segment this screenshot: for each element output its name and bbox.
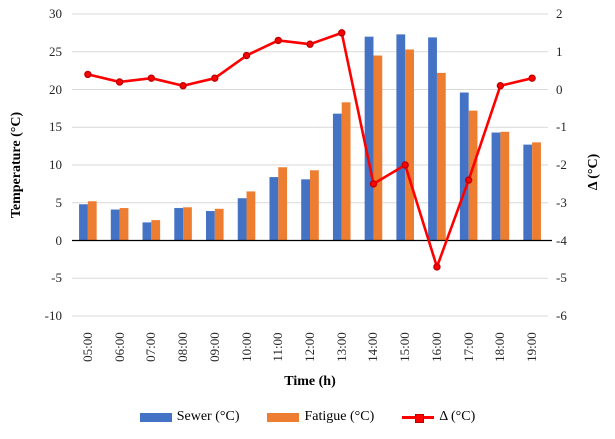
- delta-point: [274, 36, 282, 45]
- x-axis-tick: 17:00: [460, 332, 476, 362]
- right-axis-tick: 1: [556, 43, 563, 59]
- bar-fatigue: [373, 55, 383, 241]
- legend-item-delta: Δ (°C): [402, 409, 475, 425]
- legend-label-sewer: Sewer (°C): [176, 409, 240, 424]
- delta-marker-sample: [415, 413, 425, 423]
- bar-sewer: [459, 92, 469, 241]
- right-axis-tick: 2: [556, 6, 563, 21]
- delta-point: [115, 78, 124, 86]
- right-axis-tick: -5: [556, 270, 567, 286]
- right-axis-tick: -3: [556, 194, 567, 210]
- x-axis-tick: 13:00: [333, 332, 349, 362]
- x-axis-tick: 05:00: [79, 332, 95, 362]
- bar-fatigue: [532, 142, 541, 241]
- bar-fatigue: [246, 191, 256, 241]
- legend-swatch-fatigue: [267, 412, 300, 422]
- delta-point: [306, 40, 314, 48]
- right-axis-tick: 0: [556, 81, 563, 97]
- bar-sewer: [301, 179, 310, 241]
- bar-fatigue: [214, 208, 224, 241]
- legend-item-sewer: Sewer (°C): [139, 409, 240, 425]
- x-axis-tick: 18:00: [492, 332, 508, 362]
- bar-fatigue: [278, 167, 288, 241]
- bar-fatigue: [183, 207, 192, 241]
- bar-sewer: [364, 36, 374, 241]
- x-axis-tick: 07:00: [143, 332, 159, 362]
- x-axis-tick: 14:00: [365, 332, 381, 362]
- left-axis-tick: 0: [55, 232, 63, 248]
- x-axis-tick: 16:00: [428, 332, 444, 362]
- left-axis-tick: -10: [44, 308, 62, 323]
- bar-fatigue: [436, 72, 446, 241]
- delta-point: [433, 263, 441, 271]
- delta-point: [369, 180, 378, 188]
- bar-fatigue: [468, 110, 478, 241]
- bar-sewer: [428, 37, 437, 241]
- bar-sewer: [79, 204, 88, 241]
- x-axis-tick: 15:00: [397, 332, 413, 362]
- legend-swatch-delta-line: [402, 413, 435, 423]
- right-axis-tick: -2: [556, 157, 567, 172]
- bar-sewer: [332, 113, 342, 241]
- left-axis-tick: 25: [49, 43, 62, 59]
- x-axis-tick: 12:00: [302, 332, 317, 362]
- delta-point: [338, 29, 346, 37]
- bar-sewer: [237, 198, 247, 241]
- right-axis-tick: -1: [556, 119, 567, 135]
- bar-sewer: [174, 208, 184, 241]
- delta-point: [401, 161, 409, 169]
- bar-sewer: [142, 222, 152, 241]
- x-axis-title: Time (h): [284, 374, 336, 389]
- left-axis-tick: 10: [49, 157, 62, 172]
- legend-label-fatigue: Fatigue (°C): [304, 409, 375, 424]
- delta-point: [147, 74, 156, 82]
- bar-sewer: [269, 177, 279, 241]
- right-axis-tick: -4: [556, 232, 567, 248]
- bar-fatigue: [151, 220, 161, 241]
- legend: Sewer (°C) Fatigue (°C) Δ (°C): [0, 404, 615, 430]
- bar-fatigue: [119, 208, 129, 241]
- bar-sewer: [491, 132, 501, 241]
- bar-sewer: [206, 211, 215, 241]
- bar-fatigue: [405, 49, 414, 241]
- delta-point: [84, 70, 92, 79]
- left-axis-tick: -5: [51, 270, 62, 286]
- delta-point: [464, 176, 473, 184]
- x-axis-tick: 06:00: [111, 332, 127, 362]
- legend-item-fatigue: Fatigue (°C): [267, 409, 374, 425]
- bar-fatigue: [500, 131, 510, 241]
- right-axis-tick: -6: [556, 308, 567, 323]
- x-axis-tick: 19:00: [524, 332, 540, 362]
- left-axis-tick: 30: [49, 6, 62, 21]
- legend-label-delta: Δ (°C): [439, 409, 476, 424]
- x-axis-tick: 09:00: [206, 332, 222, 362]
- left-axis-tick: 5: [55, 194, 63, 210]
- bar-fatigue: [341, 102, 351, 241]
- x-axis-tick: 08:00: [175, 332, 191, 362]
- x-axis-tick: 11:00: [270, 332, 286, 362]
- delta-point: [528, 74, 536, 82]
- delta-point: [496, 82, 505, 90]
- bar-fatigue: [310, 170, 319, 241]
- legend-swatch-sewer: [139, 412, 172, 422]
- delta-point: [211, 74, 219, 82]
- left-axis-tick: 20: [49, 81, 62, 97]
- x-axis-tick: 10:00: [238, 332, 254, 362]
- left-axis-tick: 15: [49, 119, 62, 135]
- bar-fatigue: [87, 201, 97, 241]
- delta-point: [242, 51, 251, 60]
- delta-point: [179, 82, 187, 90]
- bar-sewer: [110, 209, 120, 241]
- bar-sewer: [523, 144, 533, 241]
- bar-sewer: [396, 34, 406, 241]
